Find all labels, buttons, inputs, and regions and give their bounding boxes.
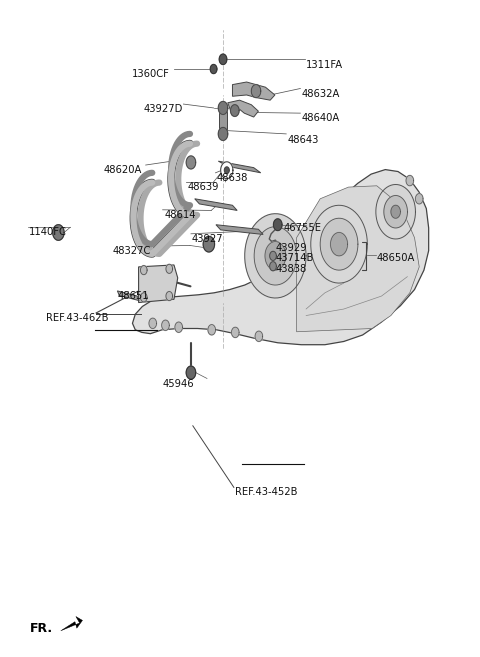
- Polygon shape: [118, 291, 139, 301]
- Polygon shape: [141, 293, 147, 302]
- Polygon shape: [221, 162, 233, 179]
- Text: 48614: 48614: [165, 210, 196, 220]
- Polygon shape: [166, 292, 172, 301]
- Polygon shape: [320, 218, 358, 270]
- Polygon shape: [376, 185, 416, 239]
- Polygon shape: [225, 167, 229, 173]
- Polygon shape: [208, 325, 216, 335]
- Polygon shape: [219, 108, 227, 134]
- Text: 1140FC: 1140FC: [29, 227, 67, 237]
- Polygon shape: [255, 331, 263, 342]
- Polygon shape: [61, 616, 83, 631]
- Text: 48638: 48638: [216, 173, 248, 183]
- Polygon shape: [132, 170, 429, 345]
- Polygon shape: [186, 156, 196, 169]
- Text: 43927: 43927: [192, 234, 224, 244]
- Text: 1360CF: 1360CF: [132, 69, 169, 79]
- Text: FR.: FR.: [30, 622, 53, 635]
- Polygon shape: [162, 320, 169, 330]
- Polygon shape: [53, 225, 64, 240]
- Polygon shape: [216, 225, 263, 235]
- Polygon shape: [139, 265, 178, 303]
- Text: 48620A: 48620A: [103, 165, 142, 175]
- Text: 43838: 43838: [276, 264, 307, 274]
- Polygon shape: [384, 196, 408, 228]
- Polygon shape: [265, 242, 286, 270]
- Polygon shape: [166, 264, 172, 273]
- Text: 48643: 48643: [287, 135, 319, 145]
- Text: 43927D: 43927D: [144, 104, 183, 114]
- Polygon shape: [231, 327, 239, 338]
- Text: 48639: 48639: [187, 182, 219, 192]
- Polygon shape: [245, 214, 306, 298]
- Text: 48327C: 48327C: [113, 246, 151, 256]
- Text: 1311FA: 1311FA: [306, 60, 343, 70]
- Polygon shape: [232, 82, 275, 100]
- Text: 48650A: 48650A: [377, 254, 415, 263]
- Polygon shape: [391, 205, 400, 218]
- Text: 48651: 48651: [118, 291, 149, 301]
- Polygon shape: [331, 233, 348, 256]
- Polygon shape: [311, 205, 367, 283]
- Text: 43714B: 43714B: [276, 254, 314, 263]
- Polygon shape: [203, 237, 215, 252]
- Text: 48632A: 48632A: [301, 89, 340, 99]
- Polygon shape: [141, 265, 147, 275]
- Polygon shape: [228, 100, 258, 117]
- Polygon shape: [406, 175, 414, 186]
- Text: 48640A: 48640A: [301, 113, 339, 124]
- Text: REF.43-462B: REF.43-462B: [46, 313, 108, 323]
- Polygon shape: [230, 104, 239, 116]
- Polygon shape: [270, 252, 276, 260]
- Text: 45946: 45946: [162, 378, 194, 389]
- Polygon shape: [195, 199, 237, 210]
- Polygon shape: [219, 54, 227, 64]
- Polygon shape: [252, 85, 261, 98]
- Polygon shape: [186, 366, 196, 379]
- Polygon shape: [210, 64, 217, 74]
- Polygon shape: [270, 261, 276, 271]
- Polygon shape: [149, 318, 156, 328]
- Polygon shape: [175, 322, 182, 332]
- Polygon shape: [218, 101, 228, 114]
- Text: REF.43-452B: REF.43-452B: [235, 487, 298, 497]
- Polygon shape: [274, 219, 282, 231]
- Polygon shape: [254, 227, 297, 285]
- Text: 43929: 43929: [276, 243, 307, 253]
- Polygon shape: [297, 186, 419, 332]
- Polygon shape: [218, 127, 228, 141]
- Polygon shape: [416, 194, 423, 204]
- Text: 46755E: 46755E: [283, 223, 322, 233]
- Polygon shape: [218, 161, 261, 173]
